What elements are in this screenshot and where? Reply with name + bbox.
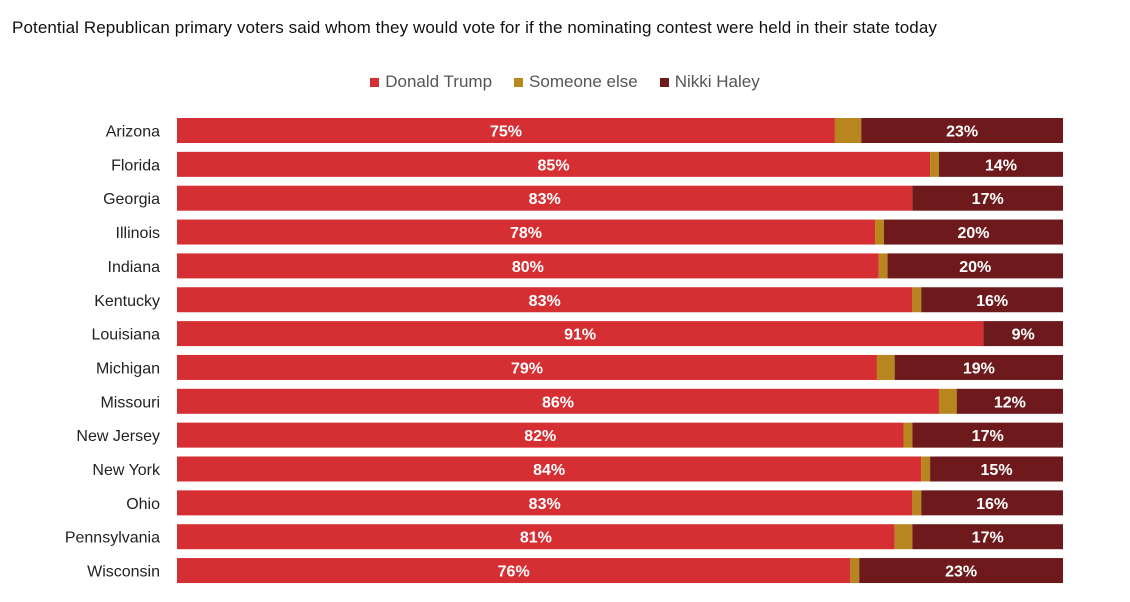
legend-swatch bbox=[370, 77, 380, 87]
data-label: 83% bbox=[529, 496, 561, 513]
legend: Donald Trump Someone else Nikki Haley bbox=[0, 72, 1130, 92]
bar-segment bbox=[834, 118, 862, 143]
bar-segment bbox=[177, 253, 879, 279]
data-label: 16% bbox=[976, 496, 1008, 513]
bar-segment bbox=[921, 287, 1063, 313]
legend-label: Nikki Haley bbox=[674, 72, 760, 91]
bar-segment bbox=[921, 490, 1063, 516]
category-label: Ohio bbox=[126, 496, 160, 513]
data-label: 19% bbox=[963, 360, 995, 377]
category-label: Missouri bbox=[100, 394, 160, 411]
category-label: New Jersey bbox=[76, 428, 160, 445]
bar-segment bbox=[921, 456, 931, 482]
data-label: 20% bbox=[959, 259, 991, 276]
bar-segment bbox=[177, 422, 904, 448]
category-label: Wisconsin bbox=[87, 564, 160, 581]
bar-segment bbox=[177, 185, 913, 211]
bar-segment bbox=[861, 118, 1063, 143]
bar-segment bbox=[859, 558, 1063, 584]
legend-item: Nikki Haley bbox=[659, 72, 760, 92]
bar-segment bbox=[912, 287, 922, 313]
bar-segment bbox=[884, 219, 1063, 245]
bar-segment bbox=[938, 388, 957, 414]
category-label: Michigan bbox=[96, 360, 160, 377]
data-label: 91% bbox=[564, 327, 596, 344]
bar-segment bbox=[850, 558, 860, 584]
data-label: 15% bbox=[981, 462, 1013, 479]
data-label: 20% bbox=[957, 225, 989, 242]
data-label: 17% bbox=[972, 191, 1004, 208]
bar-segment bbox=[177, 524, 895, 550]
bar-segment bbox=[894, 354, 1063, 380]
data-label: 76% bbox=[498, 564, 530, 581]
data-label: 79% bbox=[511, 360, 543, 377]
legend-label: Someone else bbox=[529, 72, 638, 91]
data-label: 17% bbox=[972, 530, 1004, 547]
legend-swatch bbox=[659, 77, 669, 87]
bar-segment bbox=[177, 558, 851, 584]
bar-segment bbox=[930, 151, 939, 177]
bar-segment bbox=[177, 219, 876, 245]
category-label: Georgia bbox=[103, 191, 160, 208]
data-label: 81% bbox=[520, 530, 552, 547]
data-label: 80% bbox=[512, 259, 544, 276]
data-label: 23% bbox=[945, 564, 977, 581]
bar-segment bbox=[177, 287, 913, 313]
data-label: 9% bbox=[1012, 327, 1035, 344]
data-label: 84% bbox=[533, 462, 565, 479]
data-label: 83% bbox=[529, 191, 561, 208]
bar-segment bbox=[177, 118, 835, 143]
data-label: 85% bbox=[538, 157, 570, 174]
data-label: 86% bbox=[542, 394, 574, 411]
bar-segment bbox=[177, 354, 877, 380]
bar-segment bbox=[938, 151, 1063, 177]
bar-segment bbox=[177, 490, 913, 516]
bar-segment bbox=[177, 388, 939, 414]
category-label: Kentucky bbox=[94, 293, 160, 310]
category-label: Florida bbox=[111, 157, 160, 174]
bar-segment bbox=[177, 456, 922, 482]
bar-segment bbox=[876, 354, 895, 380]
data-label: 75% bbox=[490, 124, 522, 141]
bar-segment bbox=[887, 253, 1063, 279]
bar-segment bbox=[912, 524, 1063, 550]
bar-segment bbox=[177, 321, 984, 347]
category-label: Arizona bbox=[106, 124, 160, 141]
data-label: 16% bbox=[976, 293, 1008, 310]
bar-segment bbox=[930, 456, 1063, 482]
bar-segment bbox=[912, 185, 1063, 211]
bar-segment bbox=[177, 151, 931, 177]
data-label: 83% bbox=[529, 293, 561, 310]
bar-segment bbox=[983, 321, 1063, 347]
chart-title: Potential Republican primary voters said… bbox=[12, 18, 938, 37]
data-label: 82% bbox=[524, 428, 556, 445]
category-label: Louisiana bbox=[92, 327, 161, 344]
data-label: 78% bbox=[510, 225, 542, 242]
category-label: New York bbox=[92, 462, 161, 479]
category-label: Pennsylvania bbox=[65, 530, 160, 547]
data-label: 14% bbox=[985, 157, 1017, 174]
legend-label: Donald Trump bbox=[385, 72, 493, 91]
data-label: 23% bbox=[946, 124, 978, 141]
bar-segment bbox=[903, 422, 913, 448]
bar-segment bbox=[875, 219, 885, 245]
category-label: Illinois bbox=[116, 225, 160, 242]
bar-segment bbox=[894, 524, 913, 550]
bar-segment bbox=[912, 422, 1063, 448]
legend-swatch bbox=[514, 77, 524, 87]
legend-item: Donald Trump bbox=[370, 72, 492, 92]
bar-segment bbox=[912, 490, 922, 516]
data-label: 17% bbox=[972, 428, 1004, 445]
legend-item: Someone else bbox=[514, 72, 638, 92]
bar-segment bbox=[878, 253, 888, 279]
category-label: Indiana bbox=[108, 259, 161, 276]
data-label: 12% bbox=[994, 394, 1026, 411]
bar-segment bbox=[956, 388, 1063, 414]
